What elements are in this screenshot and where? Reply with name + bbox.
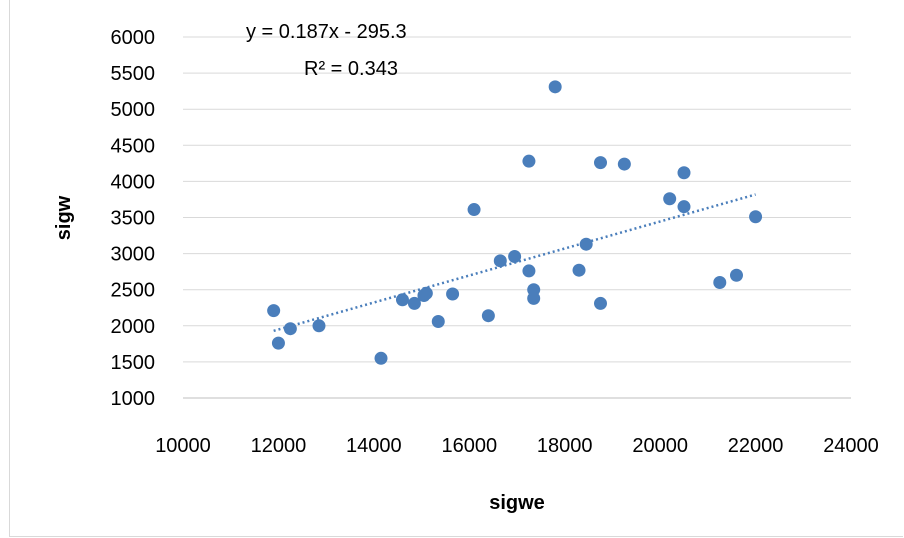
y-tick-label: 3500	[111, 208, 156, 230]
y-tick-label: 1000	[111, 388, 156, 410]
data-point	[395, 293, 409, 307]
x-tick-label: 18000	[537, 435, 593, 457]
data-point	[594, 156, 607, 170]
y-tick-label: 4500	[111, 135, 156, 157]
gridlines	[183, 36, 851, 363]
data-point	[677, 200, 691, 214]
data-point	[481, 309, 495, 323]
data-point	[419, 286, 433, 300]
x-tick-label: 22000	[728, 435, 784, 457]
r-squared-label: R² = 0.343	[304, 58, 398, 80]
data-point	[729, 268, 743, 282]
data-point	[522, 264, 536, 278]
data-point	[267, 304, 281, 318]
data-point	[271, 336, 285, 350]
data-point	[677, 166, 691, 180]
data-point	[374, 351, 388, 365]
data-point	[446, 287, 460, 301]
data-point	[493, 254, 507, 268]
y-tick-label: 3000	[111, 244, 156, 266]
trendline-equation: y = 0.187x - 295.3	[246, 21, 407, 43]
data-points	[267, 80, 763, 365]
x-tick-label: 24000	[823, 435, 879, 457]
x-tick-label: 10000	[155, 435, 211, 457]
data-point	[407, 296, 421, 310]
data-point	[508, 249, 522, 263]
y-tick-label: 2000	[111, 316, 156, 338]
data-point	[283, 322, 297, 336]
y-tick-label: 4000	[111, 171, 156, 193]
x-tick-label: 20000	[632, 435, 688, 457]
chart-frame	[9, 0, 903, 537]
y-tick-label: 5500	[111, 63, 156, 85]
data-point	[594, 296, 607, 310]
data-point	[527, 291, 541, 305]
x-tick-label: 14000	[346, 435, 402, 457]
data-point	[579, 237, 593, 251]
data-point	[431, 314, 445, 328]
y-tick-label: 2500	[111, 280, 156, 302]
y-tick-label: 5000	[111, 99, 156, 121]
data-point	[312, 319, 326, 333]
data-point	[522, 154, 536, 168]
y-axis-title: sigw	[53, 195, 75, 240]
x-axis-ticks: 10000 12000 14000 16000 18000 20000 22000 24000	[155, 435, 879, 457]
y-tick-label: 1500	[111, 352, 156, 374]
data-point	[749, 210, 763, 224]
data-point	[548, 80, 562, 94]
x-tick-label: 16000	[441, 435, 497, 457]
data-point	[467, 203, 481, 217]
data-point	[617, 157, 631, 171]
data-point	[713, 275, 727, 289]
x-axis-title: sigwe	[489, 492, 545, 514]
data-point	[572, 263, 586, 277]
x-tick-label: 12000	[251, 435, 307, 457]
data-point	[663, 192, 677, 206]
y-axis-ticks: 1000 1500 2000 2500 3000 3500 4000 4500 5000 5500…	[111, 27, 156, 410]
y-tick-label: 6000	[111, 27, 156, 49]
